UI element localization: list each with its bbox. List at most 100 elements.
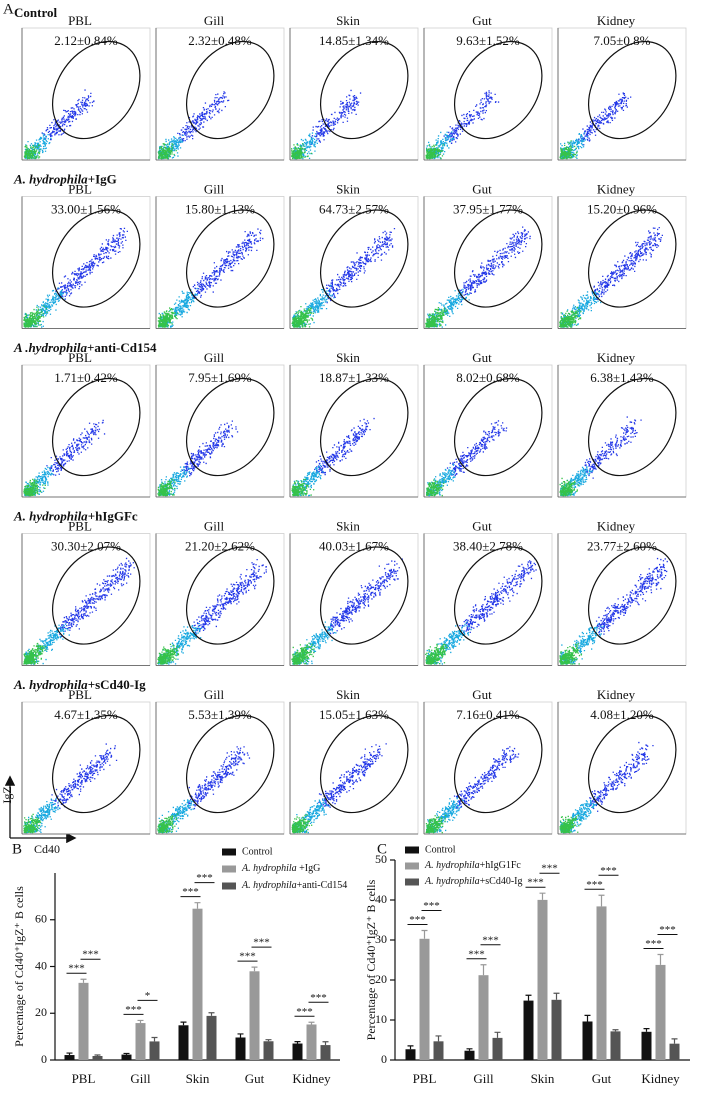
gate-percentage: 37.95±1.77% <box>453 201 523 216</box>
tissue-label: Skin <box>336 13 360 28</box>
bar <box>320 1045 331 1060</box>
gate <box>51 209 141 308</box>
bar <box>64 1055 75 1060</box>
tissue-label: Gill <box>204 181 225 196</box>
flow-plot <box>289 364 419 498</box>
event-dots <box>291 642 316 665</box>
tissue-label: PBL <box>68 181 92 196</box>
event-dots <box>23 642 47 665</box>
event-dots <box>41 89 95 141</box>
flow-plot <box>423 701 553 835</box>
gate-percentage: 15.80±1.13% <box>185 201 255 216</box>
error-bar <box>584 1014 591 1022</box>
event-dots <box>560 796 599 834</box>
error-bar <box>435 1035 442 1042</box>
bar <box>192 908 203 1060</box>
error-bar <box>123 1052 130 1055</box>
bar <box>610 1031 621 1060</box>
panel-label: C <box>377 841 387 857</box>
y-tick-label: 0 <box>381 1052 387 1066</box>
significance-label: *** <box>659 924 676 936</box>
error-bar <box>251 966 258 972</box>
event-dots <box>425 307 448 328</box>
gate-percentage: 15.05±1.63% <box>319 707 389 722</box>
bar <box>478 975 489 1060</box>
legend-swatch <box>222 848 236 856</box>
event-dots <box>560 466 593 497</box>
bar <box>582 1021 593 1060</box>
bar <box>405 1049 416 1060</box>
gate-percentage: 1.71±0.42% <box>54 370 118 385</box>
gate <box>51 714 141 814</box>
tissue-label: Gut <box>472 350 492 365</box>
gate-percentage: 4.08±1.20% <box>590 707 654 722</box>
gate <box>319 40 409 140</box>
gate <box>185 546 275 645</box>
tissue-label: Skin <box>336 181 360 196</box>
tissue-label: Gill <box>204 13 225 28</box>
event-dots <box>158 799 195 834</box>
y-tick-label: 50 <box>375 852 387 866</box>
error-bar <box>66 1052 73 1056</box>
gate <box>51 546 141 645</box>
gate-percentage: 2.12±0.84% <box>54 33 118 48</box>
gate <box>185 209 275 308</box>
event-dots <box>324 228 396 304</box>
y-tick-label: 30 <box>375 932 387 946</box>
event-dots <box>559 643 582 665</box>
flow-plot <box>423 196 553 329</box>
gate-percentage: 9.63±1.52% <box>456 33 520 48</box>
y-tick-label: 60 <box>35 912 47 926</box>
event-dots <box>157 813 179 834</box>
event-dots <box>55 227 129 300</box>
condition-label: A. hydrophila+hIgGFc <box>13 508 138 523</box>
gate <box>587 209 677 308</box>
significance-label: *** <box>196 872 213 884</box>
event-dots <box>425 643 448 665</box>
flow-plot <box>155 196 285 329</box>
gate <box>319 546 409 645</box>
bar <box>235 1037 246 1060</box>
gate-percentage: 7.16±0.41% <box>456 707 520 722</box>
event-dots <box>23 813 41 834</box>
event-dots <box>589 741 654 812</box>
significance-label: *** <box>541 863 558 875</box>
event-dots <box>188 746 251 810</box>
gate-percentage: 7.05±0.8% <box>594 33 651 48</box>
gate <box>319 714 409 814</box>
significance-label: *** <box>239 951 256 963</box>
error-bar <box>80 978 87 983</box>
y-tick-label: 10 <box>375 1012 387 1026</box>
event-dots <box>23 305 48 328</box>
error-bar <box>265 1039 272 1042</box>
significance-label: *** <box>182 886 199 898</box>
error-bar <box>151 1036 158 1042</box>
event-dots <box>559 477 579 497</box>
tissue-label: Gut <box>472 518 492 533</box>
bar <box>492 1037 503 1060</box>
event-dots <box>177 91 230 144</box>
event-dots <box>577 92 632 146</box>
event-dots <box>426 288 470 328</box>
gate-percentage: 4.67±1.35% <box>54 707 118 722</box>
flow-plot <box>557 364 687 498</box>
gate <box>587 377 677 477</box>
legend-swatch <box>222 865 236 873</box>
event-dots <box>292 284 335 328</box>
tissue-label: Kidney <box>597 518 636 533</box>
significance-label: *** <box>310 992 327 1004</box>
gate-percentage: 8.02±0.68% <box>456 370 520 385</box>
significance-label: *** <box>82 949 99 961</box>
bar <box>149 1041 160 1060</box>
event-dots <box>559 814 581 834</box>
event-dots <box>24 798 61 834</box>
flow-plot <box>557 27 687 161</box>
gate-percentage: 6.38±1.43% <box>590 370 654 385</box>
flow-plot <box>289 196 419 329</box>
error-bar <box>180 1021 187 1026</box>
event-dots <box>327 558 403 635</box>
bar <box>655 964 666 1060</box>
x-tick-label: PBL <box>413 1071 437 1086</box>
event-dots <box>425 144 444 160</box>
